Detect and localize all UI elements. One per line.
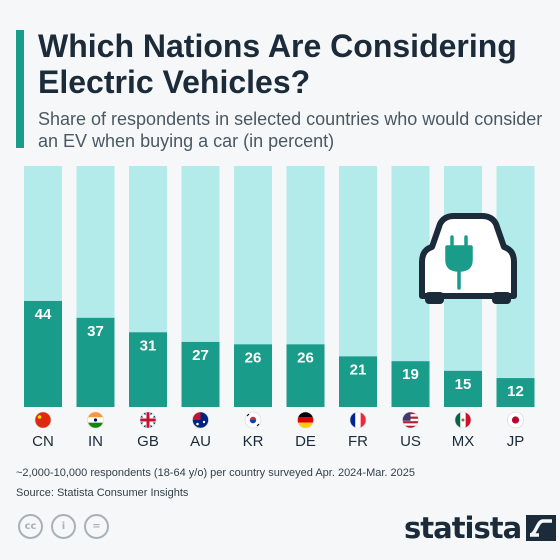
value-label-de: 26	[297, 349, 314, 366]
flag-gb-icon	[139, 411, 157, 429]
bar-gb[interactable]	[129, 332, 167, 407]
flag-kr-icon	[244, 411, 262, 429]
value-label-gb: 31	[140, 337, 157, 354]
value-label-cn: 44	[35, 306, 52, 323]
no-derivatives-icon[interactable]: =	[84, 514, 109, 539]
title-accent-bar	[16, 30, 24, 148]
license-icons: cc i =	[18, 514, 109, 539]
flag-cn-icon	[34, 411, 52, 429]
creative-commons-icon[interactable]: cc	[18, 514, 43, 539]
bar-cn[interactable]	[24, 300, 62, 407]
value-label-kr: 26	[245, 349, 262, 366]
value-label-in: 37	[87, 323, 104, 340]
value-label-us: 19	[402, 366, 419, 383]
value-label-au: 27	[192, 347, 209, 364]
flag-mx-icon	[454, 411, 472, 429]
category-label-gb: GB	[137, 433, 159, 450]
flag-jp-icon	[507, 411, 524, 429]
footnote-respondents: ~2,000-10,000 respondents (18-64 y/o) pe…	[16, 467, 416, 479]
category-label-mx: MX	[452, 433, 475, 450]
category-label-au: AU	[190, 433, 211, 450]
category-label-us: US	[400, 433, 421, 450]
chart-title: Which Nations Are Considering Electric V…	[38, 28, 517, 100]
chart-subtitle: Share of respondents in selected countri…	[38, 109, 543, 151]
statista-wordmark: statista	[404, 511, 522, 545]
category-label-fr: FR	[348, 433, 368, 450]
electric-car-plug-icon	[419, 213, 517, 304]
bar-in[interactable]	[76, 317, 115, 407]
bar-chart: 44 CN 37 IN 31 GB 27 AU 26 KR 26 DE 21 FR 19 US 15 MX 12 JP	[24, 166, 535, 450]
bar-de[interactable]	[286, 344, 325, 407]
bar-mx[interactable]	[444, 370, 482, 407]
value-label-mx: 15	[455, 376, 472, 393]
flag-us-icon	[402, 411, 419, 429]
bar-kr[interactable]	[234, 344, 272, 407]
statista-logo-mark-icon	[526, 515, 557, 541]
bar-jp[interactable]	[496, 378, 535, 407]
source-note: Source: Statista Consumer Insights	[16, 487, 189, 499]
category-label-cn: CN	[32, 433, 54, 450]
flag-au-icon	[192, 411, 209, 429]
bar-fr[interactable]	[339, 356, 377, 407]
attribution-icon[interactable]: i	[51, 514, 76, 539]
flag-in-icon	[87, 411, 104, 429]
category-label-jp: JP	[507, 433, 525, 450]
category-label-de: DE	[295, 433, 316, 450]
category-label-kr: KR	[243, 433, 264, 450]
bar-us[interactable]	[391, 361, 430, 407]
category-label-in: IN	[88, 433, 103, 450]
flag-de-icon	[297, 411, 314, 429]
value-label-fr: 21	[350, 361, 367, 378]
flag-fr-icon	[349, 411, 367, 429]
statista-logo[interactable]: statista	[404, 511, 557, 545]
bar-au[interactable]	[181, 341, 220, 407]
value-label-jp: 12	[507, 383, 524, 400]
